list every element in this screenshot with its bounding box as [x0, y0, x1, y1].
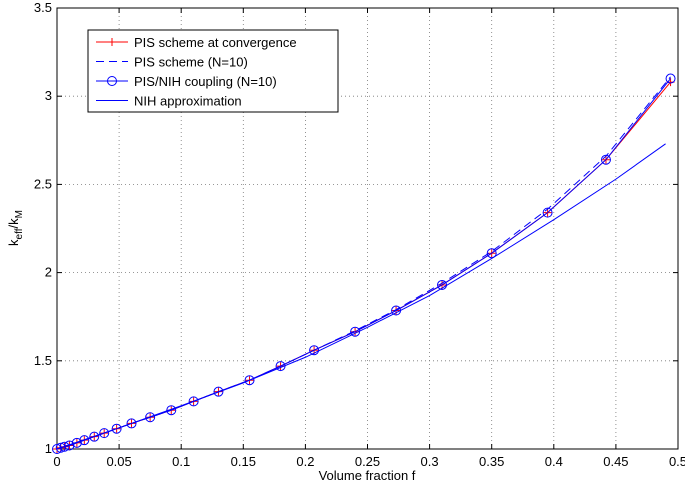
circle-marker — [59, 441, 70, 452]
y-tick-label: 3 — [45, 88, 52, 103]
circle-marker — [107, 76, 117, 86]
circle-marker — [600, 154, 611, 165]
y-tick-label: 2 — [45, 265, 52, 280]
circle-marker — [89, 431, 100, 442]
circle-marker — [111, 423, 122, 434]
y-axis-label: keff/kM — [6, 210, 25, 246]
x-tick-label: 0.15 — [231, 454, 256, 469]
circle-marker — [309, 345, 320, 356]
y-label-part: k — [6, 239, 21, 246]
x-tick-label: 0.35 — [479, 454, 504, 469]
x-tick-label: 0.2 — [296, 454, 314, 469]
circle-marker — [486, 248, 497, 259]
circle-marker — [145, 412, 156, 423]
plus-marker — [108, 38, 116, 46]
y-label-part: eff — [14, 228, 25, 239]
y-tick-label: 1.5 — [34, 353, 52, 368]
legend-label: PIS scheme (N=10) — [134, 55, 248, 70]
x-axis-label: Volume fraction f — [319, 468, 416, 483]
y-tick-label: 2.5 — [34, 176, 52, 191]
y-label-part: /k — [6, 218, 21, 229]
circle-marker — [71, 437, 82, 448]
circle-marker — [79, 435, 90, 446]
axes-frame — [56, 7, 679, 450]
circle-marker — [244, 375, 255, 386]
circle-marker — [542, 207, 553, 218]
circle-marker — [213, 386, 224, 397]
circle-marker — [166, 405, 177, 416]
circle-marker — [665, 73, 676, 84]
circle-marker — [64, 440, 75, 451]
x-tick-label: 0.5 — [669, 454, 685, 469]
circle-marker — [350, 326, 361, 337]
y-tick-label: 3.5 — [34, 0, 52, 15]
x-tick-label: 0.45 — [603, 454, 628, 469]
x-tick-label: 0.05 — [106, 454, 131, 469]
legend-label: NIH approximation — [134, 94, 242, 109]
circle-marker — [99, 428, 110, 439]
y-tick-label: 1 — [45, 441, 52, 456]
legend-label: PIS scheme at convergence — [134, 35, 297, 50]
circle-marker — [188, 396, 199, 407]
series-line — [56, 143, 666, 450]
legend-label: PIS/NIH coupling (N=10) — [134, 74, 277, 89]
x-tick-label: 0.4 — [545, 454, 563, 469]
x-tick-label: 0.25 — [355, 454, 380, 469]
x-tick-label: 0 — [53, 454, 60, 469]
x-tick-label: 0.1 — [172, 454, 190, 469]
y-label-part: M — [14, 210, 25, 218]
x-tick-label: 0.3 — [421, 454, 439, 469]
circle-marker — [126, 418, 137, 429]
legend-box — [87, 29, 339, 113]
